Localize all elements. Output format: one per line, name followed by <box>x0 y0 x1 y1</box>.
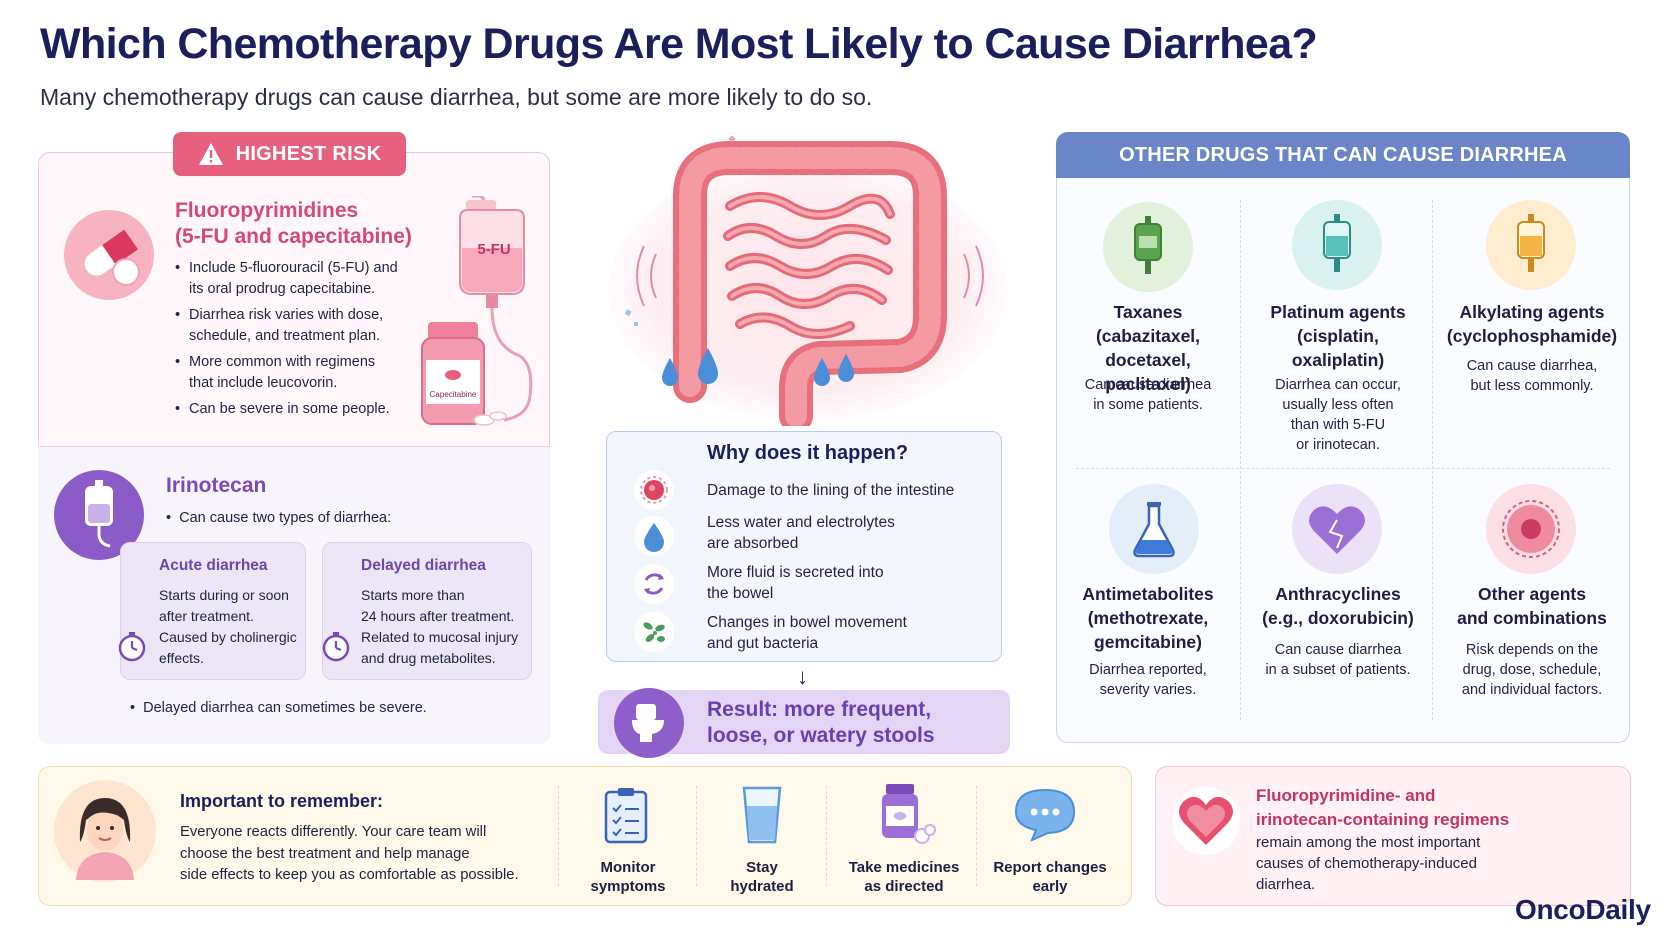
why-title: Why does it happen? <box>707 442 909 464</box>
tip-report-changes: Report changes early <box>993 859 1107 895</box>
water-drop-icon <box>634 516 674 556</box>
capecitabine-bottle: Capecitabine <box>421 322 507 426</box>
other-agents-desc: Risk depends on the drug, dose, schedule,… <box>1461 642 1603 698</box>
damaged-cell-icon <box>634 470 674 510</box>
divider <box>696 786 697 886</box>
alkylating-iv-bag-icon <box>1486 200 1576 290</box>
warning-icon <box>198 143 223 165</box>
iv-bag-illustration: 5-FU <box>459 196 533 422</box>
other-drugs-header: OTHER DRUGS THAT CAN CAUSE DIARRHEA <box>1056 132 1630 178</box>
tip-monitor-symptoms: Monitor symptoms <box>590 859 666 895</box>
taxanes-desc: Can cause diarrhea in some patients. <box>1084 377 1212 413</box>
toilet-icon <box>614 688 684 758</box>
divider <box>976 786 977 886</box>
bottle-label: Capecitabine <box>430 390 477 399</box>
list-item: Diarrhea risk varies with dose,schedule,… <box>175 305 398 347</box>
taxanes-iv-bag-icon <box>1103 202 1193 292</box>
divider <box>1240 200 1241 720</box>
delayed-diarrhea-title: Delayed diarrhea <box>361 557 486 574</box>
page-title: Which Chemotherapy Drugs Are Most Likely… <box>40 20 1318 68</box>
arrow-down-icon: ↓ <box>797 664 808 689</box>
acute-diarrhea-card: Acute diarrhea Starts during or soon aft… <box>120 542 306 680</box>
delayed-diarrhea-card: Delayed diarrhea Starts more than 24 hou… <box>322 542 532 680</box>
divider <box>826 786 827 886</box>
clipboard-icon <box>604 788 648 844</box>
pills-icon <box>64 210 154 300</box>
highest-risk-badge: HIGHEST RISK <box>173 132 406 176</box>
key-point-title: Fluoropyrimidine- and irinotecan-containi… <box>1256 786 1510 829</box>
stopwatch-icon <box>118 632 146 662</box>
tip-stay-hydrated: Stay hydrated <box>730 859 794 895</box>
anthracyclines-name: Anthracyclines (e.g., doxorubicin) <box>1262 584 1414 628</box>
flask-icon <box>1109 484 1199 574</box>
platinum-iv-bag-icon <box>1292 200 1382 290</box>
chat-bubble-icon <box>1014 788 1076 842</box>
medicine-bottle-icon <box>882 784 936 844</box>
brand-logo: OncoDaily <box>1515 894 1651 925</box>
why-item-3: More fluid is secreted into the bowel <box>707 564 884 602</box>
acute-diarrhea-text: Starts during or soon after treatment. C… <box>159 587 297 666</box>
why-item-2: Less water and electrolytes are absorbed <box>707 514 895 552</box>
gut-bacteria-icon <box>634 612 674 652</box>
other-agents-name: Other agents and combinations <box>1457 584 1607 628</box>
divider <box>558 786 559 886</box>
divider <box>1076 468 1610 469</box>
acute-diarrhea-title: Acute diarrhea <box>159 557 268 574</box>
alkylating-agents-desc: Can cause diarrhea, but less commonly. <box>1466 358 1598 394</box>
heart-icon <box>1292 484 1382 574</box>
heart-icon <box>1172 787 1240 855</box>
irinotecan-subtitle: • Can cause two types of diarrhea: <box>166 510 392 526</box>
why-item-1: Damage to the lining of the intestine <box>707 482 955 499</box>
stopwatch-icon <box>322 632 350 662</box>
irinotecan-title: Irinotecan <box>166 474 267 497</box>
highest-risk-label: HIGHEST RISK <box>235 142 382 165</box>
why-item-4: Changes in bowel movement and gut bacteri… <box>707 614 907 652</box>
cell-icon <box>1486 484 1576 574</box>
page-subtitle: Many chemotherapy drugs can cause diarrh… <box>40 84 873 110</box>
remember-text: Everyone reacts differently. Your care t… <box>180 824 519 883</box>
antimetabolites-name: Antimetabolites (methotrexate, gemcitabine… <box>1082 584 1214 652</box>
delayed-diarrhea-text: Starts more than 24 hours after treatmen… <box>361 587 519 666</box>
remember-panel <box>38 766 1132 906</box>
cycle-arrows-icon <box>634 564 674 604</box>
alkylating-agents-name: Alkylating agents (cyclophosphamide) <box>1446 302 1618 346</box>
fluoropyrimidines-title: Fluoropyrimidines (5-FU and capecitabine… <box>175 199 412 248</box>
list-item: Can be severe in some people. <box>175 399 398 420</box>
key-point-text: remain among the most important causes of… <box>1256 834 1481 893</box>
tip-take-medicines: Take medicines as directed <box>848 859 960 895</box>
result-text: Result: more frequent, loose, or watery … <box>707 698 935 747</box>
delayed-diarrhea-note: • Delayed diarrhea can sometimes be seve… <box>130 700 427 716</box>
remember-title: Important to remember: <box>180 791 384 811</box>
platinum-agents-desc: Diarrhea can occur, usually less often tha… <box>1275 377 1401 453</box>
avatar <box>54 780 156 882</box>
antimetabolites-desc: Diarrhea reported, severity varies. <box>1089 662 1207 698</box>
water-glass-icon <box>742 786 782 844</box>
intestine-illustration <box>624 136 984 426</box>
taxanes-name: Taxanes (cabazitaxel, docetaxel, paclitaxe… <box>1095 302 1201 394</box>
divider <box>1432 200 1433 720</box>
platinum-agents-name: Platinum agents (cisplatin, oxaliplatin) <box>1270 302 1406 370</box>
anthracyclines-desc: Can cause diarrhea in a subset of patient… <box>1265 642 1411 678</box>
iv-bag-label: 5-FU <box>477 241 510 258</box>
